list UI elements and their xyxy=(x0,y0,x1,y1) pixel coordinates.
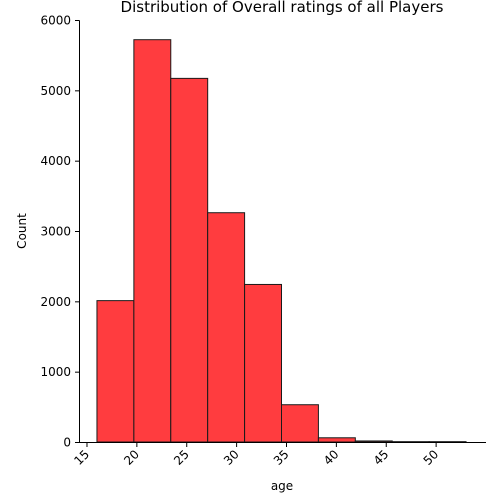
y-tick-label: 0 xyxy=(63,436,71,450)
histogram-bar xyxy=(96,300,135,443)
x-tick-label: 15 xyxy=(71,447,92,468)
chart-title: Distribution of Overall ratings of all P… xyxy=(121,0,444,16)
histogram-bar xyxy=(207,212,246,443)
histogram-bar xyxy=(281,404,319,443)
x-tick-label: 30 xyxy=(221,447,242,468)
x-tick-label: 50 xyxy=(421,447,442,468)
y-tick-label: 1000 xyxy=(40,365,71,379)
x-tick-label: 25 xyxy=(171,447,192,468)
histogram-bar xyxy=(133,39,172,443)
x-tick-label: 35 xyxy=(271,447,292,468)
y-tick-label: 3000 xyxy=(40,225,71,239)
histogram-bar xyxy=(244,283,283,443)
y-axis: 0 1000 2000 3000 4000 5000 6000 xyxy=(40,14,80,450)
x-axis-label: age xyxy=(271,479,293,493)
histogram-bar xyxy=(317,437,356,443)
x-axis: 15 20 25 30 35 40 45 50 xyxy=(71,442,486,468)
histogram-bar xyxy=(354,440,393,443)
x-tick-label: 40 xyxy=(321,447,342,468)
x-tick-label: 20 xyxy=(121,447,142,468)
y-tick-label: 2000 xyxy=(40,295,71,309)
y-tick-label: 5000 xyxy=(40,84,71,98)
y-axis-label: Count xyxy=(15,213,29,249)
y-tick-label: 4000 xyxy=(40,154,71,168)
bars-group xyxy=(96,39,467,443)
y-tick-label: 6000 xyxy=(40,14,71,28)
histogram-bar xyxy=(170,77,209,443)
x-tick-label: 45 xyxy=(371,447,392,468)
